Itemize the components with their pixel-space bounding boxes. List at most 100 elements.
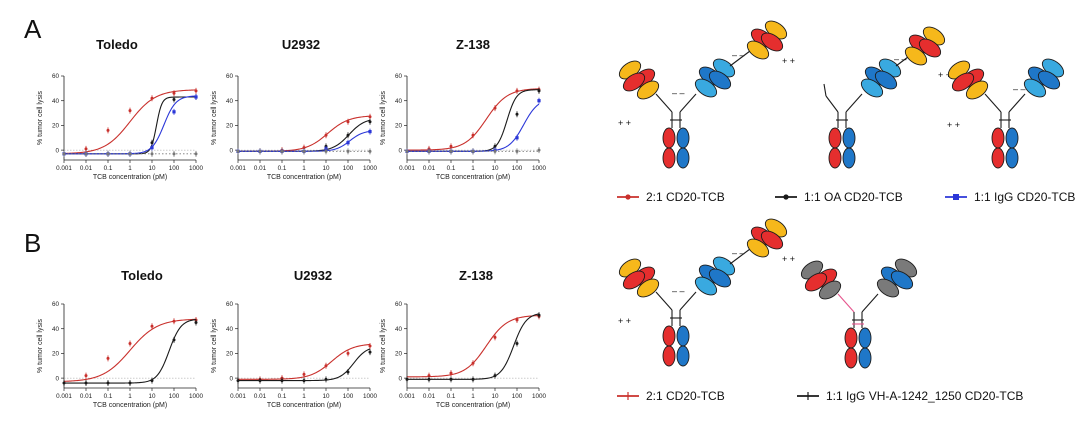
data-point: [515, 318, 519, 322]
lysis-chart-u2932-a: 0 20 40 60 0.001 0.01 0.1 1 10 100 1000 TCB concent…: [211, 73, 377, 181]
data-point: [172, 97, 176, 101]
data-point: [427, 149, 431, 153]
fab-domain: [874, 70, 898, 90]
data-point: [172, 91, 176, 95]
y-tick-label: 0: [55, 147, 59, 154]
data-point: [302, 372, 306, 376]
legend-label: 1:1 IgG VH-A-1242_1250 CD20-TCB: [826, 389, 1024, 403]
x-tick-label: 0.01: [254, 165, 267, 172]
linker-line: [984, 93, 1002, 113]
x-axis-label: TCB concentration (pM): [93, 402, 167, 409]
data-point: [324, 364, 328, 368]
x-tick-label: 1000: [189, 393, 204, 400]
y-tick-label: 40: [395, 326, 403, 333]
fit-curve-black: [407, 89, 540, 152]
fab-domain: [708, 70, 732, 90]
x-tick-label: 0.01: [423, 393, 436, 400]
charge-plus: + +: [938, 70, 951, 80]
fab-domain: [760, 32, 784, 52]
lysis-chart-z138-b: 0 20 40 60 0.001 0.01 0.1 1 10 100 1000 TCB concent…: [380, 301, 546, 409]
fc-domain: [828, 147, 842, 169]
x-tick-label: 1000: [363, 393, 378, 400]
data-point: [194, 321, 198, 325]
data-point: [106, 152, 110, 156]
data-point: [368, 350, 372, 354]
y-axis-label: % tumor cell lysis: [37, 90, 44, 145]
data-point: [150, 152, 154, 156]
fab-domain: [918, 38, 942, 58]
linker-line: [825, 95, 839, 113]
fit-curve-black: [64, 96, 196, 155]
y-tick-label: 0: [229, 375, 233, 382]
data-point: [346, 370, 350, 374]
y-axis-label: % tumor cell lysis: [211, 318, 218, 373]
data-point: [493, 144, 497, 148]
legend-label: 1:1 OA CD20-TCB: [804, 190, 903, 204]
lysis-chart-z138-a: 0 20 40 60 0.001 0.01 0.1 1 10 100 1000 TCB concent…: [380, 73, 547, 181]
x-tick-label: 1000: [532, 165, 547, 172]
data-point: [515, 149, 519, 153]
data-point: [346, 149, 350, 153]
fc-domain: [662, 127, 676, 149]
charge-minus: – –: [672, 286, 685, 296]
fc-domain: [842, 147, 856, 169]
fab-domain: [890, 270, 914, 290]
fab-domain: [1037, 70, 1061, 90]
lysis-chart-toledo-b: 0 20 40 60 0.001 0.01 0.1 1 10 100 1000 TCB concent…: [37, 301, 204, 409]
fit-curve-black: [407, 313, 540, 380]
y-tick-label: 60: [226, 73, 234, 80]
x-tick-label: 0.01: [254, 393, 267, 400]
fc-domain: [858, 327, 872, 349]
fc-domain: [676, 345, 690, 367]
x-tick-label: 10: [322, 393, 330, 400]
y-axis-label: % tumor cell lysis: [37, 318, 44, 373]
antibody: – – + + – – + +: [618, 20, 795, 169]
x-tick-label: 0.001: [399, 393, 415, 400]
data-point: [515, 112, 519, 116]
data-point: [258, 149, 262, 153]
y-tick-label: 0: [398, 375, 402, 382]
x-tick-label: 100: [169, 165, 180, 172]
data-point: [471, 149, 475, 153]
legend-item: 2:1 CD20-TCB: [616, 389, 725, 403]
fc-domain: [991, 127, 1005, 149]
data-point: [537, 148, 541, 152]
y-tick-label: 40: [52, 326, 60, 333]
legend-swatch: [945, 194, 967, 200]
x-tick-label: 1: [128, 393, 132, 400]
data-point: [324, 149, 328, 153]
data-point: [302, 379, 306, 383]
data-point: [324, 133, 328, 137]
legend-item: 1:1 IgG CD20-TCB: [944, 190, 1075, 204]
y-tick-label: 20: [52, 123, 60, 130]
fc-domain: [662, 325, 676, 347]
y-tick-label: 0: [229, 147, 233, 154]
antibody-diagram-2-1-b: – – + + – – + +: [618, 218, 795, 367]
data-point: [471, 361, 475, 365]
data-point: [493, 374, 497, 378]
data-point: [84, 374, 88, 378]
y-tick-label: 40: [52, 98, 60, 105]
x-tick-label: 10: [491, 165, 499, 172]
x-axis-label: TCB concentration (pM): [436, 174, 510, 181]
y-axis-label: % tumor cell lysis: [380, 318, 387, 373]
data-point: [346, 141, 350, 145]
chart-title: Z-138: [456, 37, 490, 52]
data-point: [449, 149, 453, 153]
data-point: [302, 146, 306, 150]
data-point: [471, 377, 475, 381]
fab-domain: [1023, 78, 1047, 98]
data-point: [368, 115, 372, 119]
data-point: [128, 342, 132, 346]
fc-domain: [842, 127, 856, 149]
data-point: [346, 133, 350, 137]
panel-letter-b: B: [24, 228, 42, 258]
antibody-diagram-vh: [800, 258, 918, 369]
y-tick-label: 40: [226, 98, 234, 105]
data-point: [405, 149, 409, 153]
fc-domain: [1005, 147, 1019, 169]
data-point: [449, 371, 453, 375]
x-tick-label: 0.01: [80, 165, 93, 172]
fab-domain: [904, 46, 928, 66]
data-point: [128, 381, 132, 385]
